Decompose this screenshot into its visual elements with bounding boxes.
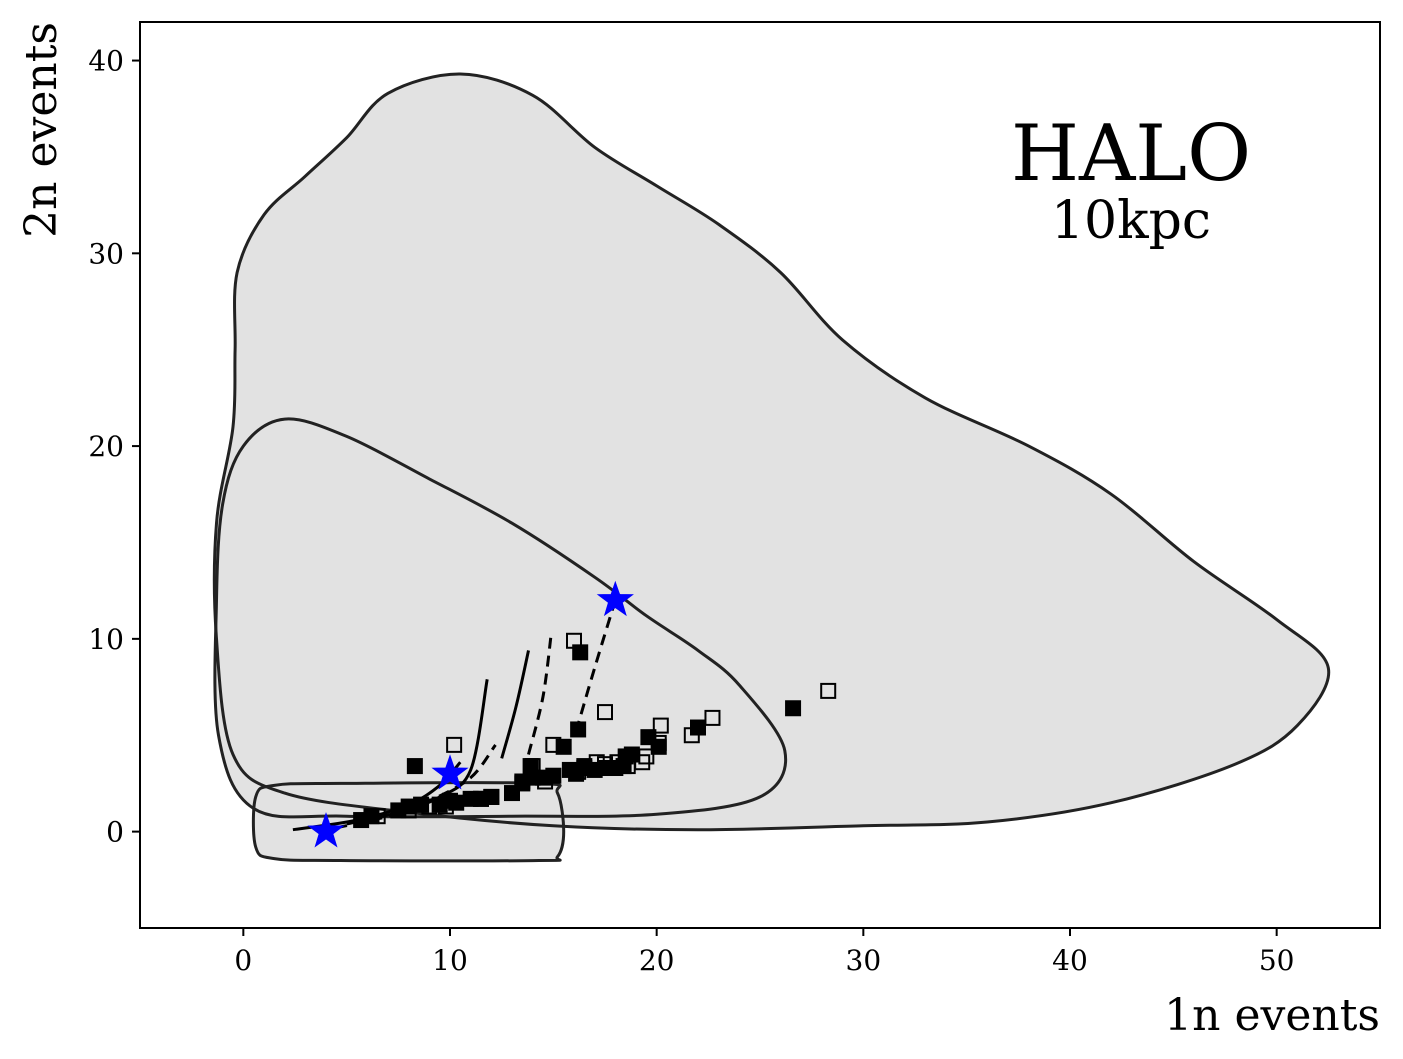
star-point <box>431 754 469 790</box>
open-square-point <box>652 717 669 734</box>
regions-layer <box>212 72 1331 863</box>
x-tick-label: 20 <box>639 944 675 977</box>
open-square-point <box>704 709 721 726</box>
star-point <box>307 812 345 848</box>
open-square-point <box>473 790 489 807</box>
open-square-point <box>524 758 541 775</box>
filled-square-point <box>413 796 430 813</box>
open-square-point <box>437 798 454 815</box>
open-square-point <box>650 734 667 751</box>
filled-square-point <box>448 794 465 811</box>
filled-square-point <box>545 767 562 784</box>
open-square-point <box>588 754 605 771</box>
open-square-point <box>537 773 554 790</box>
ticks-layer: 0 10 20 30 40 50 0 10 20 30 40 <box>88 45 1294 977</box>
y-tick-label: 40 <box>88 45 124 78</box>
region-outline-0 <box>251 781 566 863</box>
open-square-point <box>421 798 438 815</box>
open-square-point <box>820 682 837 699</box>
y-tick-label: 30 <box>88 237 124 270</box>
open-square-point <box>514 775 531 792</box>
track-line-4 <box>527 632 553 755</box>
open-square-point <box>369 808 386 825</box>
markers-layer <box>307 580 837 848</box>
chart-title: HALO <box>1011 109 1251 199</box>
y-tick-label: 20 <box>88 430 124 463</box>
filled-square-point <box>785 700 802 717</box>
open-square-point <box>545 736 562 753</box>
track-line-2 <box>500 650 530 759</box>
open-square-point <box>566 632 582 649</box>
open-square-point <box>638 748 655 765</box>
open-square-point <box>609 754 626 771</box>
y-tick-label: 0 <box>106 816 124 849</box>
x-tick-label: 30 <box>846 944 882 977</box>
region-outline-2 <box>212 72 1331 832</box>
x-tick-label: 10 <box>432 944 468 977</box>
y-axis-label: 2n events <box>16 22 67 238</box>
y-tick-label: 10 <box>88 623 124 656</box>
open-square-point <box>597 704 613 721</box>
star-point <box>596 580 634 617</box>
open-square-point <box>400 802 417 819</box>
open-square-point <box>446 736 463 753</box>
x-tick-label: 0 <box>234 944 252 977</box>
x-tick-label: 40 <box>1052 944 1088 977</box>
filled-square-point <box>570 721 587 738</box>
open-square-point <box>634 754 651 771</box>
x-tick-label: 50 <box>1259 944 1295 977</box>
chart-subtitle: 10kpc <box>1051 191 1211 251</box>
x-axis-label: 1n events <box>1164 990 1380 1041</box>
open-square-point <box>483 788 500 805</box>
open-square-point <box>597 756 613 773</box>
open-square-point <box>683 727 700 744</box>
open-square-point <box>576 758 593 775</box>
filled-square-point <box>406 758 423 775</box>
plot-frame <box>139 21 1381 929</box>
region-fill-1 <box>214 418 786 817</box>
